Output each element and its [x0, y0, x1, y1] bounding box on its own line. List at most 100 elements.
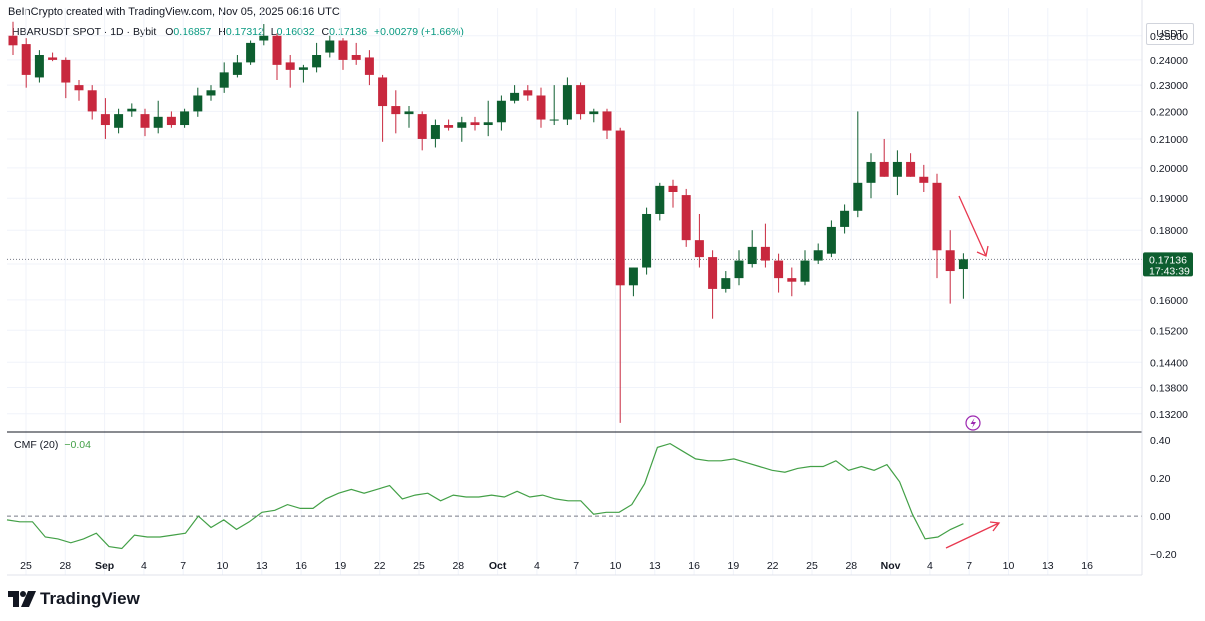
candle [417, 111, 427, 151]
candle-body [628, 267, 638, 286]
candle-body [100, 114, 110, 126]
currency-unit-button[interactable]: USDT [1146, 23, 1194, 45]
candle-body [74, 85, 84, 91]
time-tick-label: 13 [1042, 560, 1054, 572]
candle-body [206, 90, 216, 96]
time-tick-label: 16 [1081, 560, 1093, 572]
low-label: L [270, 26, 277, 38]
candle-body [760, 246, 770, 261]
time-tick-label: 25 [806, 560, 818, 572]
candle [866, 153, 876, 199]
candle [602, 108, 612, 139]
candle-body [87, 90, 97, 112]
candle-body [34, 55, 44, 78]
candle [892, 150, 902, 196]
cmf-name[interactable]: CMF (20) [14, 439, 59, 451]
candle [536, 87, 546, 128]
candle-body [523, 90, 533, 96]
candle-body [325, 40, 335, 53]
price-tick-label: 0.19000 [1150, 193, 1188, 205]
time-tick-label: 7 [573, 560, 579, 572]
candle [906, 153, 916, 177]
time-tick-label: 13 [256, 560, 268, 572]
candle [826, 220, 836, 258]
candle [694, 213, 704, 268]
candle [298, 64, 308, 83]
candle [919, 164, 929, 192]
candle [642, 207, 652, 275]
candle [958, 253, 968, 299]
cmf-tick-label: 0.20 [1150, 473, 1171, 485]
time-tick-label: 10 [610, 560, 622, 572]
cmf-tick-label: −0.20 [1150, 549, 1177, 561]
candle-body [892, 161, 902, 177]
candle [114, 108, 124, 134]
candle-body [589, 111, 599, 115]
open-label: O [165, 26, 174, 38]
candle [496, 95, 506, 131]
last-price-tag [1143, 252, 1193, 277]
candle-body [866, 161, 876, 183]
price-tick-label: 0.20000 [1150, 163, 1188, 175]
candle-body [312, 55, 322, 68]
candle [127, 103, 137, 117]
close-label: C [321, 26, 330, 38]
candle-body [338, 40, 348, 60]
candle-body [536, 95, 546, 120]
time-tick-label: 10 [1003, 560, 1015, 572]
candle-body [906, 161, 916, 177]
tradingview-logo[interactable]: TradingView [8, 589, 140, 609]
candle-body [549, 119, 559, 121]
low-value: 0.16032 [276, 26, 315, 38]
candle [708, 250, 718, 319]
time-tick-label: 22 [767, 560, 779, 572]
candle-body [391, 106, 401, 115]
candle-body [430, 125, 440, 139]
candle [21, 38, 31, 88]
candle [668, 179, 678, 208]
brand-name: TradingView [40, 589, 140, 608]
candle [206, 85, 216, 101]
cmf-tick-label: 0.00 [1150, 511, 1171, 523]
candle-body [444, 125, 454, 128]
bar-countdown: 17:43:39 [1149, 265, 1190, 277]
up-trend-arrow [945, 522, 1000, 549]
candle [61, 57, 71, 99]
candle [153, 100, 163, 134]
candle-body [721, 278, 731, 289]
candle-body [166, 116, 176, 126]
candle-body [919, 176, 929, 183]
time-tick-label: Oct [489, 560, 507, 572]
candle [483, 100, 493, 137]
price-tick-label: 0.25000 [1150, 31, 1188, 43]
candle-body [694, 240, 704, 258]
candle [391, 90, 401, 134]
symbol-name[interactable]: HBARUSDT SPOT · 1D · Bybit [12, 26, 157, 38]
candle-body [562, 85, 572, 120]
candle [853, 111, 863, 218]
candle [364, 50, 374, 86]
candle-body [483, 122, 493, 126]
time-tick-label: 25 [20, 560, 32, 572]
candle [272, 33, 282, 80]
candle-body [140, 114, 150, 128]
candle-body [272, 35, 282, 65]
candle [444, 119, 454, 131]
candle [562, 77, 572, 126]
lightning-bolt-icon [970, 418, 976, 428]
candle [87, 85, 97, 120]
price-tick-label: 0.16000 [1150, 295, 1188, 307]
candle-body [510, 92, 520, 101]
candle-body [681, 195, 691, 241]
candle-body [615, 130, 625, 286]
cmf-value: −0.04 [64, 439, 91, 451]
price-tick-label: 0.13200 [1150, 409, 1188, 421]
candle [932, 173, 942, 279]
candle-body [127, 108, 137, 112]
candle-body [655, 185, 665, 214]
candle-body [932, 182, 942, 251]
candle [628, 267, 638, 297]
candle-body [853, 182, 863, 211]
candle-body [259, 35, 269, 41]
